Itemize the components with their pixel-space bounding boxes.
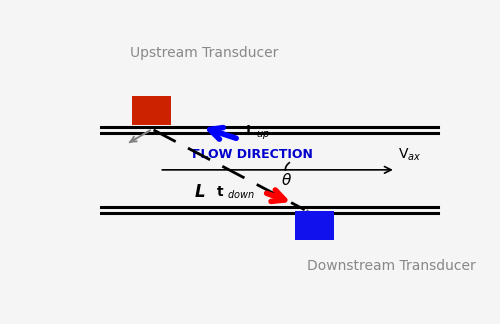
Text: t$\ _{down}$: t$\ _{down}$ [216,184,254,201]
Text: FLOW DIRECTION: FLOW DIRECTION [192,148,313,161]
Bar [295,211,334,240]
Text: t$\ _{up}$: t$\ _{up}$ [244,123,270,142]
Bar [132,96,171,125]
Text: Downstream Transducer: Downstream Transducer [306,260,476,273]
Text: V$_{ax}$: V$_{ax}$ [398,147,421,163]
Text: $\theta$: $\theta$ [282,172,292,188]
Text: Upstream Transducer: Upstream Transducer [130,46,278,60]
Text: L: L [195,183,205,201]
